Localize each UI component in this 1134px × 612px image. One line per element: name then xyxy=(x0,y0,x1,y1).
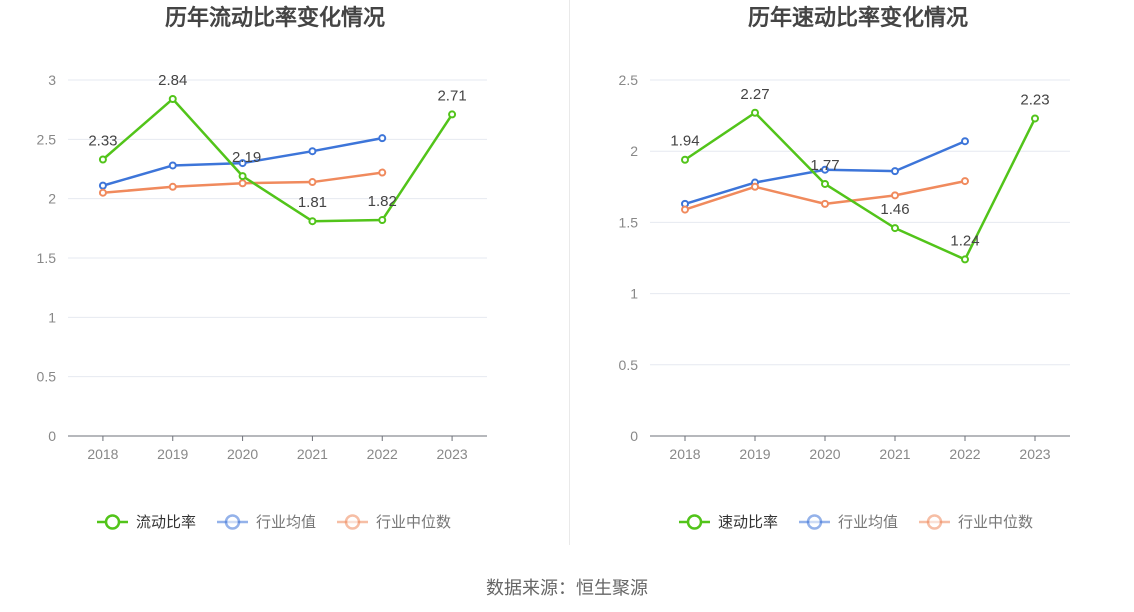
data-point xyxy=(238,172,247,181)
data-point xyxy=(961,137,969,146)
data-label: 1.81 xyxy=(298,194,327,211)
data-point xyxy=(961,177,969,186)
data-point xyxy=(1031,114,1039,123)
y-tick-label: 2.5 xyxy=(619,72,639,88)
x-tick-label: 2020 xyxy=(227,446,258,462)
chart-title: 历年流动比率变化情况 xyxy=(165,5,385,31)
y-tick-label: 2 xyxy=(48,191,56,207)
data-point xyxy=(891,224,899,233)
current-ratio-chart: 历年流动比率变化情况 0 0.5 1 1.5 2 2.5 3 2018 2019 2020 2021 2… xyxy=(37,5,487,531)
quick-ratio-chart: 历年速动比率变化情况 0 0.5 1 1.5 2 2.5 2018 2019 2020 2021 20… xyxy=(619,5,1070,531)
legend-label: 行业中位数 xyxy=(958,513,1033,531)
y-tick-label: 0 xyxy=(48,428,56,444)
data-point xyxy=(238,179,247,188)
x-tick-label: 2019 xyxy=(157,446,188,462)
data-point xyxy=(751,108,759,117)
y-tick-label: 2 xyxy=(630,143,638,159)
series-line xyxy=(684,111,1037,261)
data-point xyxy=(751,182,759,191)
chart-divider xyxy=(569,0,570,545)
data-point xyxy=(168,182,177,191)
data-point xyxy=(891,167,899,176)
x-tick-label: 2022 xyxy=(949,446,980,462)
legend-label: 流动比率 xyxy=(136,513,196,531)
data-label: 1.94 xyxy=(670,133,699,150)
y-tick-label: 1.5 xyxy=(37,250,57,266)
data-point xyxy=(378,168,387,177)
series-line xyxy=(102,97,454,223)
x-tick-label: 2020 xyxy=(809,446,840,462)
data-point xyxy=(821,165,829,174)
y-tick-label: 1.5 xyxy=(619,214,639,230)
y-tick-label: 3 xyxy=(48,72,56,88)
y-tick-label: 0.5 xyxy=(619,357,639,373)
data-point xyxy=(168,161,177,170)
legend-marker-icon xyxy=(104,514,121,530)
data-point xyxy=(681,205,689,214)
x-tick-label: 2023 xyxy=(437,446,468,462)
data-point xyxy=(681,155,689,164)
data-point xyxy=(168,94,177,103)
data-point xyxy=(308,217,317,226)
data-label: 2.33 xyxy=(88,133,117,150)
legend-marker-icon xyxy=(686,514,703,530)
chart-title: 历年速动比率变化情况 xyxy=(748,5,968,31)
x-tick-label: 2022 xyxy=(367,446,398,462)
y-tick-label: 0 xyxy=(630,428,638,444)
data-point xyxy=(891,191,899,200)
legend-marker-icon xyxy=(806,514,823,530)
data-point xyxy=(821,179,829,188)
data-label: 1.82 xyxy=(368,193,397,210)
data-point xyxy=(961,255,969,264)
x-tick-label: 2018 xyxy=(669,446,700,462)
data-label: 1.77 xyxy=(810,157,839,174)
legend-marker-icon xyxy=(224,514,241,530)
data-point xyxy=(98,155,107,164)
x-tick-label: 2018 xyxy=(87,446,118,462)
x-tick-label: 2019 xyxy=(739,446,770,462)
data-label: 1.46 xyxy=(880,201,909,218)
data-source-note: 数据来源：恒生聚源 xyxy=(486,578,648,599)
y-tick-label: 1 xyxy=(630,286,638,302)
legend-label: 速动比率 xyxy=(718,513,778,531)
data-point xyxy=(308,178,317,187)
data-label: 2.27 xyxy=(740,86,769,103)
data-label: 2.23 xyxy=(1020,91,1049,108)
data-label: 2.71 xyxy=(437,87,466,104)
x-tick-label: 2021 xyxy=(879,446,910,462)
y-tick-label: 1 xyxy=(48,309,56,325)
data-label: 1.24 xyxy=(950,232,979,249)
data-label: 2.19 xyxy=(232,149,261,166)
data-point xyxy=(98,181,107,190)
legend-label: 行业均值 xyxy=(256,513,316,531)
y-tick-label: 0.5 xyxy=(37,369,57,385)
data-point xyxy=(98,188,107,197)
data-point xyxy=(448,110,457,119)
legend-label: 行业均值 xyxy=(838,513,898,531)
data-point xyxy=(378,134,387,143)
data-point xyxy=(378,216,387,225)
legend-marker-icon xyxy=(926,514,943,530)
y-tick-label: 2.5 xyxy=(37,131,57,147)
x-tick-label: 2021 xyxy=(297,446,328,462)
data-label: 2.84 xyxy=(158,72,187,89)
data-point xyxy=(238,159,247,168)
legend-marker-icon xyxy=(344,514,361,530)
legend-label: 行业中位数 xyxy=(376,513,451,531)
data-point xyxy=(308,147,317,156)
data-point xyxy=(821,199,829,208)
x-tick-label: 2023 xyxy=(1019,446,1050,462)
